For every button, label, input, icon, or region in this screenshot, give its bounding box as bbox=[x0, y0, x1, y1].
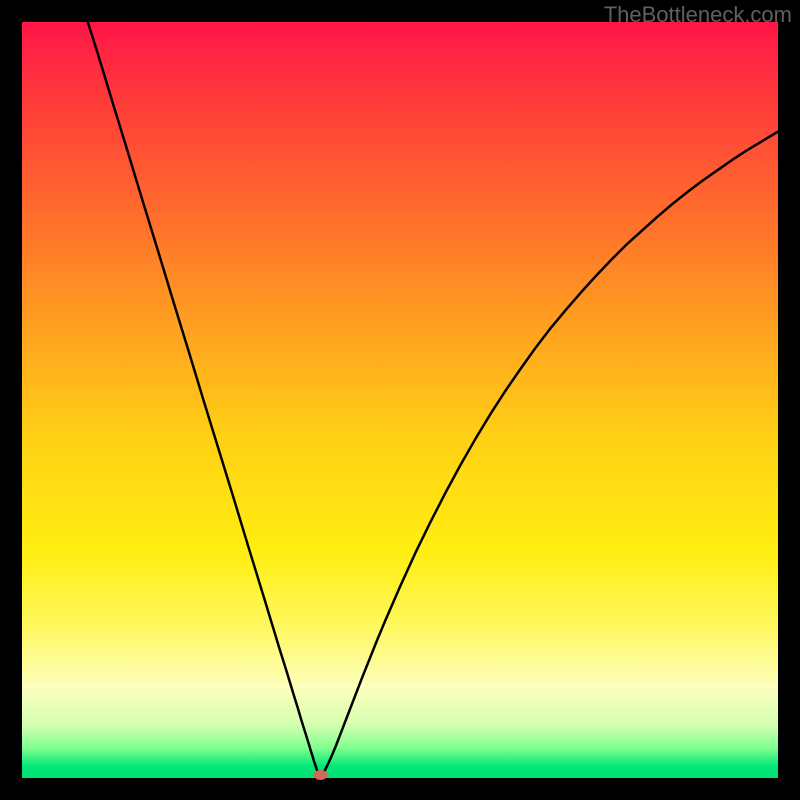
bottleneck-chart bbox=[0, 0, 800, 800]
chart-background bbox=[22, 22, 778, 778]
optimal-point-marker bbox=[314, 770, 328, 780]
chart-container: TheBottleneck.com bbox=[0, 0, 800, 800]
watermark-text: TheBottleneck.com bbox=[604, 2, 792, 28]
